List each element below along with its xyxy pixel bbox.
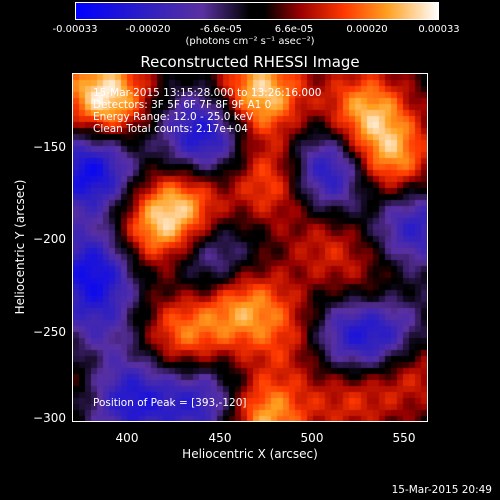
colorbar <box>75 2 439 20</box>
colorbar-tick: 0.00020 <box>346 24 388 35</box>
x-tick-label: 550 <box>392 431 416 445</box>
y-tick-label: −250 <box>33 325 66 339</box>
energy-range-annotation: Energy Range: 12.0 - 25.0 keV <box>93 111 254 123</box>
y-tick-label: −300 <box>33 411 66 425</box>
x-tick-label: 450 <box>208 431 232 445</box>
time-range-annotation: 15-Mar-2015 13:15:28.000 to 13:26:16.000 <box>93 87 322 99</box>
colorbar-tick: -6.6e-05 <box>200 24 242 35</box>
plot-area <box>72 73 428 422</box>
timestamp-footer: 15-Mar-2015 20:49 <box>391 484 492 496</box>
y-axis-label: Heliocentric Y (arcsec) <box>13 179 27 315</box>
colorbar-tick: 6.6e-05 <box>274 24 314 35</box>
x-tick-label: 500 <box>300 431 324 445</box>
y-tick-label: −150 <box>33 140 66 154</box>
peak-position-annotation: Position of Peak = [393,-120] <box>93 397 247 409</box>
x-tick-label: 400 <box>115 431 139 445</box>
detectors-annotation: Detectors: 3F 5F 6F 7F 8F 9F A1 0 <box>93 99 272 111</box>
heatmap-image <box>73 74 427 421</box>
x-axis-label: Heliocentric X (arcsec) <box>182 447 318 461</box>
colorbar-tick: -0.00033 <box>52 24 98 35</box>
y-tick-label: −200 <box>33 232 66 246</box>
clean-counts-annotation: Clean Total counts: 2.17e+04 <box>93 123 248 135</box>
colorbar-tick: -0.00020 <box>125 24 171 35</box>
colorbar-tick: 0.00033 <box>418 24 460 35</box>
chart-title: Reconstructed RHESSI Image <box>140 53 360 71</box>
colorbar-units: (photons cm⁻² s⁻¹ asec⁻²) <box>185 36 315 47</box>
